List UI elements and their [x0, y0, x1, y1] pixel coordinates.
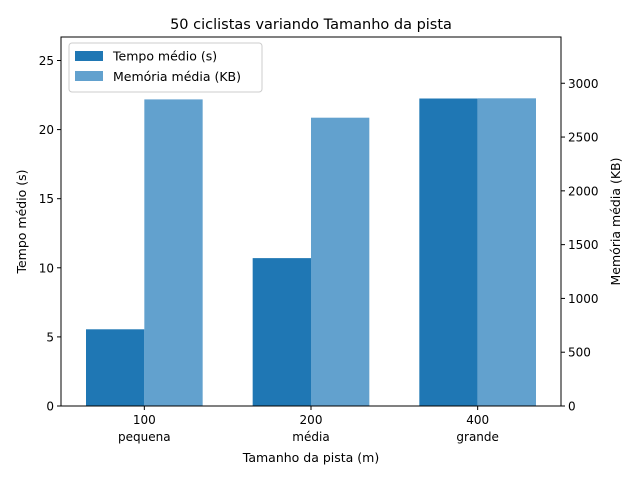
legend-swatch-tempo: [75, 51, 103, 61]
x-axis: 100 pequena 200 média 400 grande: [118, 406, 499, 444]
legend-label-memoria: Memória média (KB): [113, 69, 241, 84]
y-tick-label: 25: [39, 54, 54, 68]
x-tick-sublabel: média: [292, 430, 329, 444]
y-tick-label: 20: [39, 123, 54, 137]
right-y-axis: 0 500 1000 1500 2000 2500 3000: [561, 77, 599, 414]
y2-tick-label: 0: [568, 400, 576, 414]
y-axis-label: Tempo médio (s): [14, 169, 29, 274]
y2-axis-label: Memória média (KB): [608, 158, 623, 286]
x-tick-label: 200: [300, 413, 323, 427]
bar-memoria-0: [144, 99, 203, 407]
legend-box: [68, 42, 263, 93]
x-tick-label: 400: [466, 413, 489, 427]
y2-tick-label: 500: [568, 346, 591, 360]
bar-tempo-2: [419, 98, 478, 406]
bar-tempo-1: [252, 258, 311, 406]
y-tick-label: 15: [39, 192, 54, 206]
chart-title: 50 ciclistas variando Tamanho da pista: [170, 17, 452, 33]
x-tick-sublabel: pequena: [118, 430, 171, 444]
y2-tick-label: 3000: [568, 77, 599, 91]
x-axis-label: Tamanho da pista (m): [242, 450, 379, 465]
y-tick-label: 5: [46, 330, 54, 344]
y2-tick-label: 2000: [568, 184, 599, 198]
legend-swatch-memoria: [75, 71, 103, 81]
y2-tick-label: 1500: [568, 238, 599, 252]
bar-tempo-0: [86, 329, 145, 406]
bar-memoria-2: [477, 98, 536, 406]
bar-memoria-1: [311, 117, 370, 406]
left-y-axis: 0 5 10 15 20 25: [39, 54, 61, 414]
y-tick-label: 0: [46, 400, 54, 414]
bars-layer: [86, 98, 536, 407]
y2-tick-label: 2500: [568, 131, 599, 145]
legend: Tempo médio (s) Memória média (KB): [68, 42, 263, 93]
x-tick-label: 100: [133, 413, 156, 427]
y2-tick-label: 1000: [568, 292, 599, 306]
legend-label-tempo: Tempo médio (s): [112, 49, 217, 64]
x-tick-sublabel: grande: [456, 430, 499, 444]
y-tick-label: 10: [39, 261, 54, 275]
